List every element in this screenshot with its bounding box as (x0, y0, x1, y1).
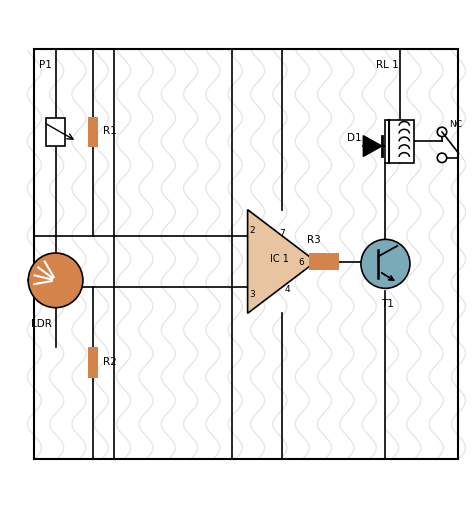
Text: IC 1: IC 1 (270, 254, 289, 264)
Text: R3: R3 (307, 235, 320, 245)
Text: 6: 6 (298, 258, 304, 267)
Text: 4: 4 (284, 285, 290, 294)
Text: LDR: LDR (31, 319, 52, 328)
Text: NC: NC (449, 120, 462, 129)
Circle shape (28, 253, 83, 308)
Bar (46, 118, 65, 146)
Bar (385, 120, 414, 163)
Bar (35, 50, 458, 459)
Bar (88, 347, 99, 378)
Text: 2: 2 (249, 226, 255, 235)
Bar (88, 117, 99, 147)
Text: P1: P1 (39, 60, 52, 70)
Text: 3: 3 (249, 290, 255, 299)
Polygon shape (363, 135, 382, 156)
Text: T1: T1 (381, 299, 393, 309)
Text: R1: R1 (103, 126, 117, 137)
Text: 7: 7 (279, 229, 285, 237)
Polygon shape (247, 210, 316, 313)
Text: R2: R2 (103, 357, 117, 367)
Text: D1: D1 (347, 133, 361, 143)
Circle shape (438, 153, 447, 163)
Text: RL 1: RL 1 (376, 60, 399, 70)
Circle shape (438, 127, 447, 137)
Bar (309, 253, 339, 270)
Circle shape (361, 240, 410, 288)
